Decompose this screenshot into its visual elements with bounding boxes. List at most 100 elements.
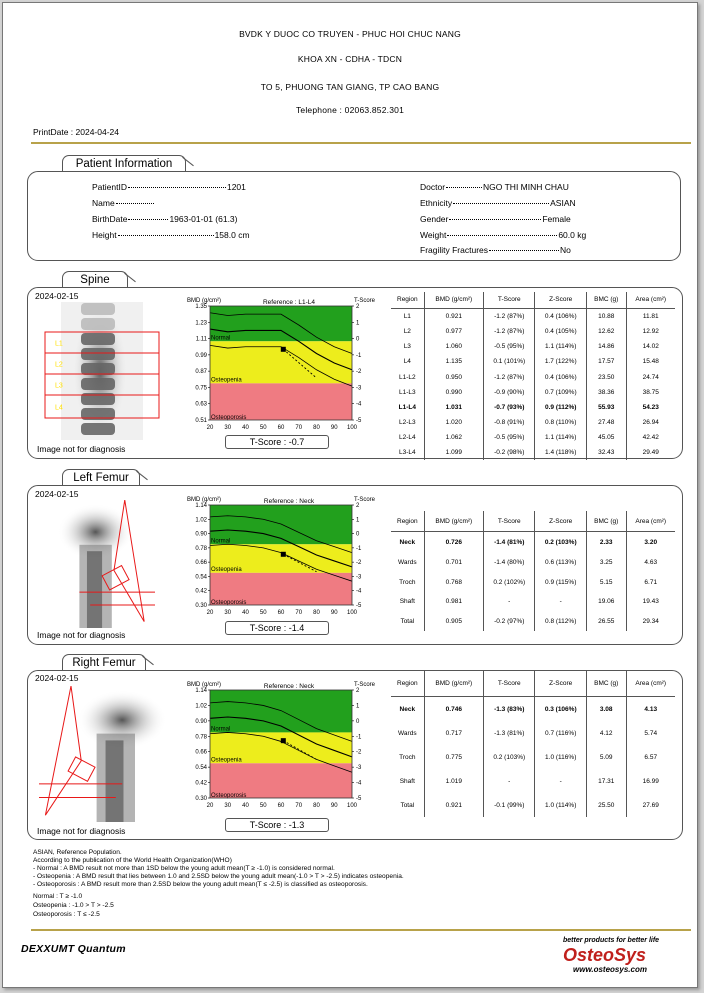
leader-dots: [115, 203, 154, 204]
height-label: Height: [92, 230, 117, 240]
table-cell: -0.7 (93%): [483, 399, 535, 415]
x-tick-label: 80: [313, 425, 320, 431]
x-tick-label: 60: [278, 803, 285, 809]
table-row: L2 0.977 -1.2 (87%) 0.4 (105%) 12.62 12.92: [391, 324, 675, 340]
table-cell: Wards: [398, 730, 417, 738]
zone-label-osteoporosis: Osteoporosis: [211, 600, 246, 606]
table-cell: 42.42: [625, 429, 675, 445]
table-cell: 24.74: [625, 369, 675, 385]
zone-osteoporosis: [210, 572, 352, 605]
table-cell: 1.7 (122%): [534, 354, 587, 370]
footnote-line: According to the publication of the Worl…: [33, 857, 232, 864]
table-cell: -: [483, 591, 535, 612]
header-divider: [31, 142, 691, 144]
y-tick-label: 0.51: [195, 418, 207, 424]
table-row: Shaft 1.019- -17.31 16.99: [391, 769, 675, 794]
leader-dots: [117, 235, 214, 236]
x-tick-label: 100: [347, 425, 358, 431]
x-tick-label: 90: [331, 425, 338, 431]
column-header: BMD (g/cm²): [423, 671, 484, 697]
table-cell: L1-L2: [399, 373, 416, 381]
table-row: Shaft 0.981- -19.06 19.43: [391, 591, 675, 612]
column-header: Area (cm²): [625, 292, 675, 309]
table-cell: Shaft: [399, 598, 415, 606]
table-cell: -1.4 (81%): [483, 531, 535, 553]
y-tick-label: 0.42: [195, 781, 207, 787]
table-cell: -0.8 (91%): [483, 414, 535, 430]
zone-label-osteopenia: Osteopenia: [211, 757, 242, 763]
roi-box: [44, 331, 160, 419]
x-tick-label: 20: [207, 803, 214, 809]
table-cell: Troch: [399, 754, 416, 762]
table-cell: 17.57: [585, 354, 626, 370]
column-header: BMD (g/cm²): [423, 292, 484, 309]
left-femur-scan-image: [47, 500, 155, 628]
table-row: Troch 0.768 0.2 (102%) 0.9 (115%) 5.15 6.71: [391, 572, 675, 592]
table-cell: 0.4 (105%): [534, 324, 587, 340]
table-row: L1-L2 0.950 -1.2 (87%) 0.4 (106%) 23.50 24.74: [391, 369, 675, 385]
leader-dots: [127, 187, 226, 188]
table-cell: 0.9 (115%): [534, 572, 587, 592]
t-tick-label: 0: [356, 532, 360, 538]
x-tick-label: 90: [331, 610, 338, 616]
t-tick-label: -5: [356, 603, 362, 609]
t-tick-label: -1: [356, 353, 362, 359]
y-tick-label: 1.23: [195, 320, 207, 326]
y-tick-label: 1.14: [195, 688, 207, 694]
table-cell: L1: [403, 312, 411, 320]
table-cell: 1.099: [423, 444, 484, 460]
osteosys-logo: OsteoSys: [563, 945, 647, 965]
y-tick-label: 0.63: [195, 402, 207, 408]
table-cell: 4.13: [625, 696, 675, 722]
reference-curve: [209, 716, 353, 758]
table-cell: 0.921: [423, 308, 484, 325]
x-tick-label: 100: [347, 803, 358, 809]
footnote-line: Osteopenia : -1.0 > T > -2.5: [33, 902, 114, 909]
table-cell: 0.717: [423, 721, 484, 746]
column-header: T-Score: [483, 292, 535, 309]
patient-id-label: PatientID: [92, 182, 127, 192]
table-cell: L1-L4: [398, 403, 416, 411]
x-tick-label: 70: [295, 610, 302, 616]
zone-normal: [210, 306, 352, 342]
footnote-line: - Osteopenia : A BMD result that lies be…: [33, 873, 404, 880]
leader-dots: [447, 235, 558, 236]
reference-curve: [209, 344, 353, 387]
column-header: T-Score: [483, 511, 535, 533]
t-tick-label: -4: [356, 402, 362, 408]
left-femur-scan-date: 2024-02-15: [35, 489, 79, 499]
right-femur-scan-image: [39, 686, 167, 822]
table-row: L2-L4 1.062 -0.5 (95%) 1.1 (114%) 45.05 42.42: [391, 429, 675, 445]
height-value: 158.0 cm: [214, 230, 250, 240]
table-cell: 1.0 (114%): [534, 793, 587, 817]
x-tick-label: 40: [242, 803, 249, 809]
fragility-label: Fragility Fractures: [420, 245, 489, 255]
leader-dots: [489, 250, 560, 251]
table-cell: 0.2 (103%): [534, 531, 587, 553]
table-cell: 45.05: [585, 429, 626, 445]
tscore-axis-label: T-Score: [354, 298, 376, 304]
x-tick-label: 60: [278, 425, 285, 431]
table-cell: 4.63: [625, 552, 675, 573]
table-cell: -0.9 (90%): [483, 384, 535, 400]
roi-triangle: [44, 686, 82, 816]
footnote-line: ASIAN, Reference Population.: [33, 849, 122, 856]
reference-curve: [209, 312, 353, 354]
roi-label-l2: L2: [55, 362, 63, 369]
table-row: L1-L3 0.990 -0.9 (90%) 0.7 (109%) 38.36 38.75: [391, 384, 675, 400]
hospital-telephone: Telephone : 02063.852.301: [295, 105, 405, 115]
roi-label-l1: L1: [55, 341, 63, 348]
roi-neck-box: [101, 564, 130, 591]
table-cell: 54.23: [625, 399, 675, 415]
spine-scan-date: 2024-02-15: [35, 291, 79, 301]
x-tick-label: 20: [207, 610, 214, 616]
table-cell: Total: [400, 801, 415, 809]
table-cell: 27.69: [625, 793, 675, 817]
patient-info-tab: Patient Information: [62, 155, 186, 172]
right-femur-tscore-box: T-Score : -1.3: [225, 818, 329, 832]
x-tick-label: 90: [331, 803, 338, 809]
table-row: Total 0.921 -0.1 (99%) 1.0 (114%) 25.50 27.69: [391, 793, 675, 817]
y-tick-label: 1.11: [196, 337, 208, 343]
table-cell: 0.7 (116%): [534, 721, 587, 746]
